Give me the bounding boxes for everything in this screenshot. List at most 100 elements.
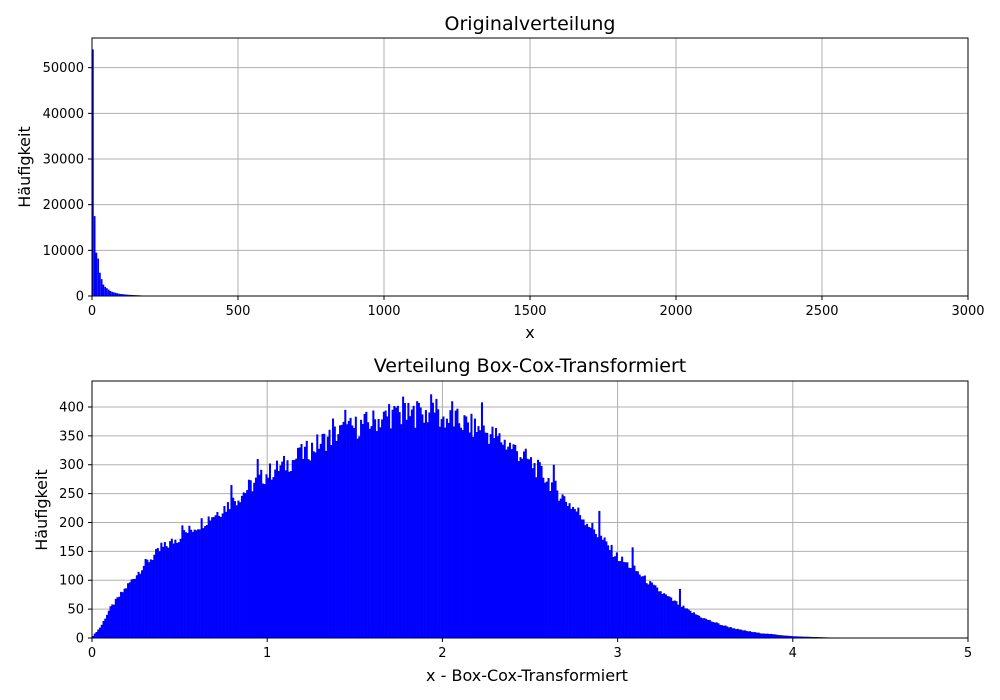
y-tick-label: 20000 (43, 198, 84, 213)
histogram-bar (176, 542, 179, 638)
histogram-bar (794, 636, 797, 638)
histogram-bar (102, 620, 105, 638)
histogram-bar (216, 511, 219, 638)
histogram-bar (381, 419, 384, 638)
y-tick-label: 30000 (43, 153, 84, 168)
histogram-bar (454, 410, 457, 638)
histogram-bar (204, 526, 207, 638)
histogram-bar (666, 596, 669, 638)
histogram-bar (296, 447, 300, 638)
histogram-bar (365, 411, 368, 638)
histogram-bar (615, 552, 618, 638)
histogram-bar (486, 432, 489, 638)
histogram-bar (395, 407, 398, 638)
histogram-bar (225, 511, 228, 638)
histogram-bar (633, 565, 636, 638)
histogram-bar (370, 426, 373, 638)
histogram-bar (638, 574, 641, 638)
histogram-bar (97, 258, 100, 296)
histogram-bar (475, 432, 478, 638)
histogram-bar (472, 436, 475, 638)
histogram-bar (118, 293, 121, 296)
histogram-bar (763, 633, 766, 638)
histogram-bar (792, 636, 795, 638)
histogram-bar (480, 402, 483, 638)
histogram-bar (784, 635, 787, 638)
histogram-bar (540, 465, 543, 638)
histogram-bar (768, 634, 771, 638)
histogram-bar (496, 436, 499, 638)
histogram-bar (477, 426, 480, 638)
histogram-bar (528, 459, 531, 638)
x-tick-label: 2 (438, 646, 446, 661)
histogram-bar (573, 509, 576, 638)
histogram-bar (214, 515, 217, 638)
y-tick-label: 200 (59, 516, 84, 531)
histogram-bar (188, 525, 191, 638)
histogram-bar (149, 559, 152, 638)
histogram-bar (696, 614, 699, 638)
histogram-bar (729, 626, 732, 638)
histogram-bar (99, 627, 102, 638)
histogram-bar (752, 632, 755, 638)
histogram-bar (691, 613, 694, 638)
histogram-bar (572, 506, 575, 638)
histogram-bar (303, 446, 307, 638)
histogram-bar (403, 403, 406, 638)
histogram-bar (575, 511, 578, 638)
histogram-bar (612, 556, 615, 638)
histogram-bar (479, 430, 482, 638)
histogram-bar (205, 525, 208, 638)
histogram-bar (410, 409, 413, 638)
histogram-bar (353, 427, 356, 638)
histogram-bar (289, 471, 293, 638)
histogram-bar (407, 402, 410, 638)
histogram-bar (749, 631, 752, 638)
histogram-bar (92, 635, 95, 638)
histogram-bar (712, 622, 715, 638)
histogram-bar (107, 610, 110, 638)
histogram-bar (130, 579, 133, 638)
histogram-bar (538, 462, 541, 638)
histogram-bar (545, 481, 548, 638)
histogram-bar (111, 604, 114, 638)
y-tick-label: 150 (59, 545, 84, 560)
histogram-bar (507, 446, 510, 638)
histogram-bar (694, 614, 697, 638)
histogram-bar (356, 438, 359, 638)
histogram-bar (796, 636, 799, 638)
histogram-bar (295, 458, 298, 638)
histogram-bar (465, 416, 468, 638)
histogram-bar (764, 633, 767, 638)
histogram-bar (773, 634, 776, 638)
histogram-bar (265, 474, 268, 638)
histogram-bar (705, 618, 708, 638)
histogram-bar (279, 465, 282, 638)
histogram-bar (731, 628, 734, 638)
histogram-bar (284, 470, 287, 638)
histogram-bar (503, 439, 506, 638)
histogram-bar (720, 625, 724, 638)
histogram-bar (717, 623, 720, 638)
histogram-bar (552, 464, 555, 638)
x-tick-label: 4 (789, 646, 797, 661)
histogram-bar (246, 490, 249, 638)
histogram-bar (202, 528, 205, 638)
x-tick-label: 1000 (367, 304, 400, 319)
y-tick-label: 0 (76, 632, 84, 647)
histogram-bar (741, 630, 745, 638)
x-tick-label: 3 (613, 646, 621, 661)
histogram-bar (160, 542, 163, 638)
histogram-bar (636, 571, 639, 638)
histogram-bar (195, 530, 198, 638)
histogram-bar (100, 279, 103, 296)
x-tick-label: 1500 (513, 304, 546, 319)
histogram-bar (302, 458, 305, 638)
histogram-bar (428, 412, 431, 638)
histogram-bar (311, 442, 314, 638)
histogram-bar (631, 547, 634, 638)
histogram-bar (337, 434, 340, 638)
histogram-bar (701, 618, 704, 638)
histogram-bar (197, 529, 200, 638)
histogram-bar (433, 412, 436, 638)
